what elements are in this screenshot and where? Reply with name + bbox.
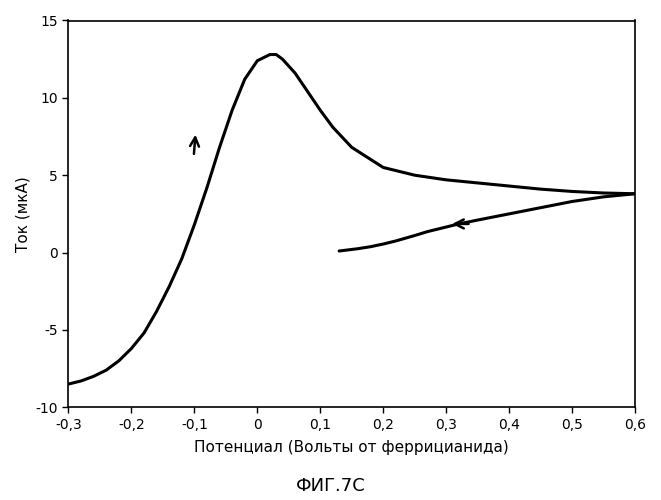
X-axis label: Потенциал (Вольты от феррицианида): Потенциал (Вольты от феррицианида) <box>194 440 509 455</box>
Text: ФИГ.7С: ФИГ.7С <box>295 477 366 495</box>
Y-axis label: Ток (мкА): Ток (мкА) <box>15 176 30 252</box>
